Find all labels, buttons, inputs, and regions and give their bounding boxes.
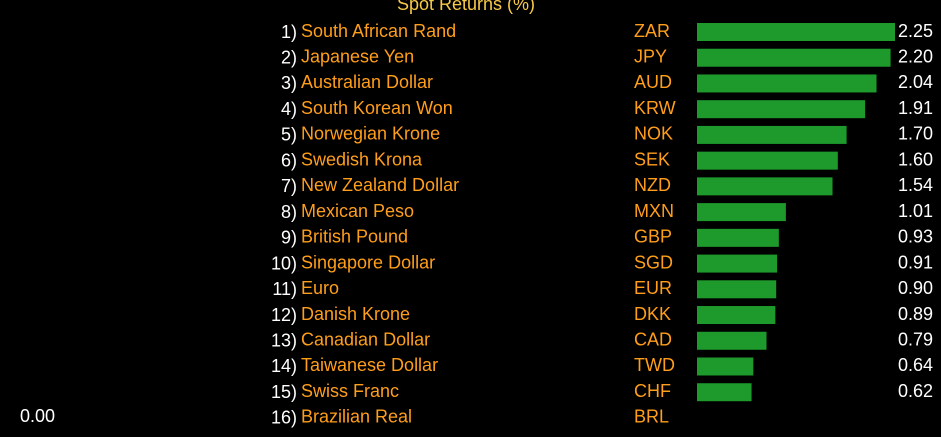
currency-code: CAD — [634, 330, 672, 350]
rank-label: 7) — [281, 176, 297, 196]
currency-name: New Zealand Dollar — [301, 175, 459, 195]
currency-code: ZAR — [634, 21, 670, 41]
bar — [697, 383, 752, 402]
currency-code: NOK — [634, 124, 673, 144]
value-label: 0.62 — [898, 381, 933, 401]
currency-name: British Pound — [301, 227, 408, 247]
rank-label: 11) — [272, 279, 297, 299]
currency-code: SGD — [634, 252, 673, 272]
currency-name: Brazilian Real — [301, 407, 412, 427]
rank-label: 15) — [271, 382, 297, 402]
bar — [697, 203, 786, 222]
chart-title: Spot Returns (%) — [397, 0, 535, 14]
currency-name: Norwegian Krone — [301, 124, 440, 144]
bar — [697, 125, 847, 144]
currency-name: Danish Krone — [301, 304, 410, 324]
bar — [697, 280, 777, 299]
currency-code: SEK — [634, 149, 670, 169]
bar — [697, 228, 779, 247]
rank-label: 8) — [281, 202, 297, 222]
bar — [697, 151, 838, 170]
value-label: 1.01 — [898, 201, 933, 221]
currency-name: Euro — [301, 278, 339, 298]
rank-label: 16) — [271, 408, 297, 428]
bar — [697, 331, 767, 350]
left-value: 0.00 — [20, 406, 55, 426]
rank-label: 3) — [281, 73, 297, 93]
currency-name: South African Rand — [301, 21, 456, 41]
rank-label: 12) — [271, 305, 297, 325]
value-label: 1.91 — [898, 98, 933, 118]
rank-label: 14) — [271, 356, 297, 376]
value-label: 2.25 — [898, 21, 933, 41]
rank-label: 4) — [281, 99, 297, 119]
value-label: 0.90 — [898, 278, 933, 298]
value-label: 1.70 — [898, 124, 933, 144]
currency-code: EUR — [634, 278, 672, 298]
bar — [697, 254, 778, 273]
bar — [697, 177, 833, 196]
value-label: 0.79 — [898, 330, 933, 350]
bar — [697, 357, 754, 376]
rank-label: 9) — [281, 228, 297, 248]
rank-label: 6) — [281, 150, 297, 170]
bar — [697, 23, 895, 41]
rank-label: 5) — [281, 125, 297, 145]
currency-name: Australian Dollar — [301, 72, 433, 92]
value-label: 1.54 — [898, 175, 933, 195]
currency-name: Singapore Dollar — [301, 252, 435, 272]
rank-label: 10) — [271, 253, 297, 273]
value-label: 0.64 — [898, 355, 933, 375]
currency-code: DKK — [634, 304, 671, 324]
value-label: 2.20 — [898, 46, 933, 66]
bar — [697, 74, 877, 93]
currency-code: GBP — [634, 227, 672, 247]
value-label: 0.89 — [898, 304, 933, 324]
currency-name: Japanese Yen — [301, 46, 414, 66]
currency-name: South Korean Won — [301, 98, 453, 118]
value-label: 0.91 — [898, 252, 933, 272]
currency-name: Swiss Franc — [301, 381, 399, 401]
currency-name: Swedish Krona — [301, 149, 423, 169]
currency-code: KRW — [634, 98, 676, 118]
bar — [697, 100, 866, 119]
bar — [697, 48, 891, 67]
currency-code: MXN — [634, 201, 674, 221]
currency-code: TWD — [634, 355, 675, 375]
value-label: 0.93 — [898, 227, 933, 247]
bar — [697, 306, 776, 325]
currency-code: BRL — [634, 407, 669, 427]
rank-label: 13) — [271, 331, 297, 351]
currency-code: CHF — [634, 381, 671, 401]
currency-code: AUD — [634, 72, 672, 92]
currency-code: JPY — [634, 46, 667, 66]
rank-label: 1) — [281, 22, 297, 42]
rank-label: 2) — [281, 47, 297, 67]
currency-name: Taiwanese Dollar — [301, 355, 438, 375]
currency-code: NZD — [634, 175, 671, 195]
value-label: 2.04 — [898, 72, 933, 92]
value-label: 1.60 — [898, 149, 933, 169]
currency-name: Canadian Dollar — [301, 330, 430, 350]
currency-name: Mexican Peso — [301, 201, 414, 221]
